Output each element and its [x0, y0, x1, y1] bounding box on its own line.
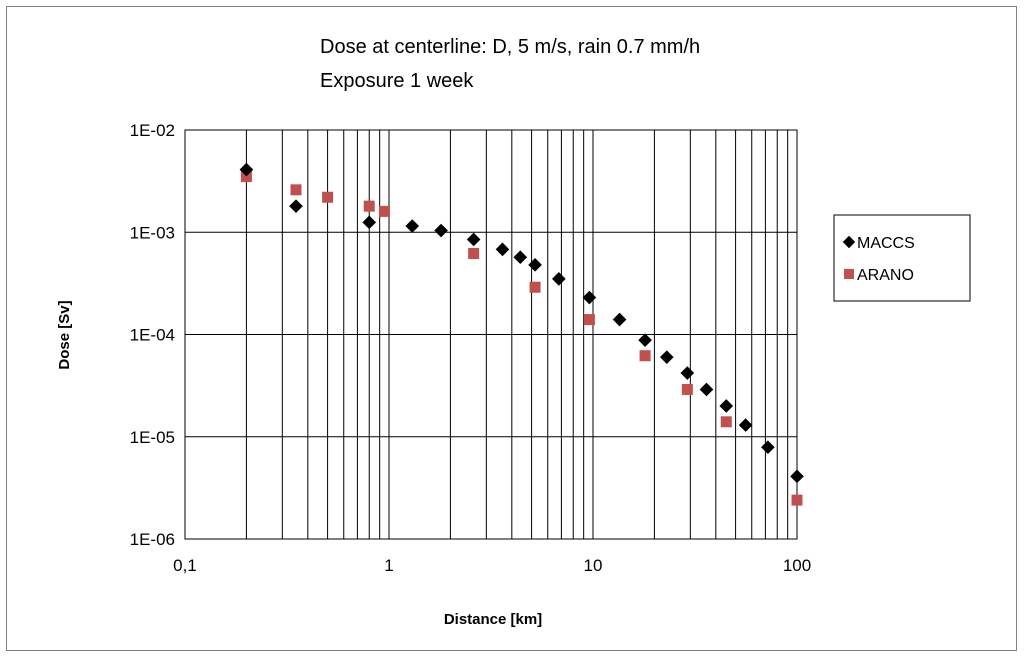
x-tick-label: 10	[584, 556, 603, 575]
x-axis-label: Distance [km]	[444, 611, 542, 628]
maccs-point	[719, 399, 734, 413]
legend-box	[833, 214, 971, 302]
chart-title-line-2: Exposure 1 week	[320, 70, 474, 92]
maccs-point	[680, 366, 695, 380]
legend-label-maccs: MACCS	[857, 235, 915, 252]
maccs-point	[552, 272, 566, 286]
legend: MACCS ARANO	[842, 235, 915, 284]
arano-point	[583, 314, 595, 326]
legend-label-arano: ARANO	[857, 267, 914, 284]
maccs-point	[239, 162, 254, 177]
y-tick-labels: 1E-02 1E-03 1E-04 1E-05 1E-06	[130, 121, 175, 549]
arano-point	[791, 494, 803, 506]
maccs-point	[790, 469, 804, 484]
maccs-point	[405, 219, 420, 233]
x-tick-labels: 0,1 1 10 100	[173, 556, 811, 575]
y-tick-label: 1E-03	[130, 223, 175, 242]
y-tick-label: 1E-05	[130, 428, 175, 447]
maccs-point	[699, 382, 714, 397]
maccs-point	[612, 312, 627, 327]
arano-point	[378, 205, 390, 217]
arano-point	[363, 200, 375, 212]
x-tick-label: 100	[783, 556, 811, 575]
arano-point	[639, 350, 651, 362]
arano-point	[720, 416, 732, 428]
maccs-point	[761, 440, 775, 455]
maccs-point	[289, 199, 303, 213]
arano-point	[468, 247, 480, 259]
x-tick-label: 0,1	[173, 556, 197, 575]
arano-point	[240, 171, 252, 183]
legend-marker-maccs	[842, 235, 856, 249]
y-tick-label: 1E-04	[130, 326, 175, 345]
arano-point	[529, 281, 541, 293]
maccs-point	[738, 418, 753, 432]
arano-point	[290, 184, 302, 196]
maccs-point	[513, 250, 528, 265]
legend-marker-arano	[844, 269, 854, 279]
y-tick-label: 1E-06	[130, 530, 175, 549]
maccs-point	[466, 232, 481, 247]
maccs-point	[528, 258, 542, 272]
data-marks	[239, 162, 804, 506]
maccs-point	[434, 223, 448, 238]
maccs-point	[638, 333, 652, 347]
y-tick-label: 1E-02	[130, 121, 175, 140]
y-axis-label: Dose [Sv]	[56, 300, 73, 369]
arano-point	[322, 191, 334, 203]
chart-title-line-1: Dose at centerline: D, 5 m/s, rain 0.7 m…	[320, 36, 700, 58]
maccs-point	[495, 242, 510, 257]
maccs-point	[362, 215, 377, 230]
plot-area-frame	[184, 129, 798, 540]
maccs-point	[659, 350, 674, 365]
arano-point	[681, 383, 693, 395]
x-tick-label: 1	[384, 556, 393, 575]
maccs-point	[582, 290, 597, 305]
